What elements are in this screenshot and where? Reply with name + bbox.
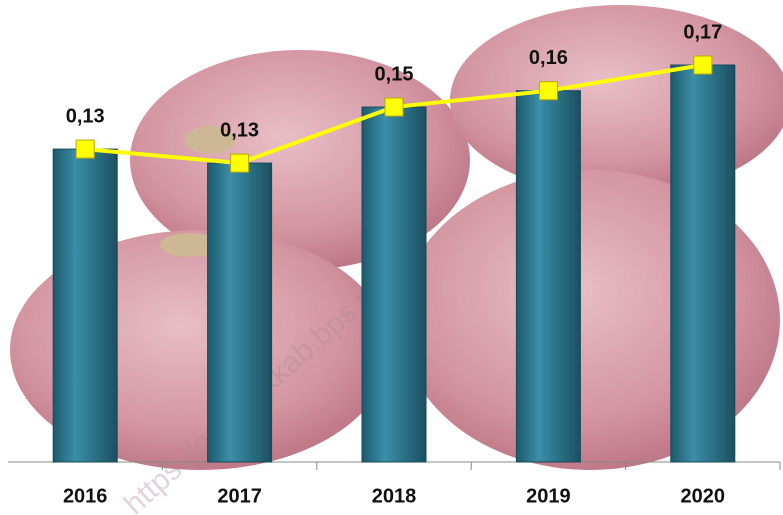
x-tick-label: 2017 [217, 485, 262, 507]
data-label: 0,13 [66, 105, 105, 127]
line-marker [538, 81, 558, 101]
data-label: 0,16 [529, 47, 568, 69]
bar [52, 148, 118, 463]
line-marker [384, 97, 404, 117]
data-label: 0,13 [220, 119, 259, 141]
bar [515, 90, 581, 463]
line-marker [75, 139, 95, 159]
x-tick-label: 2018 [372, 485, 417, 507]
bar [361, 106, 427, 463]
x-tick-label: 2020 [681, 485, 726, 507]
data-label: 0,15 [375, 63, 414, 85]
line-marker [230, 153, 250, 173]
bar [670, 64, 736, 463]
x-tick-label: 2016 [63, 485, 108, 507]
data-label: 0,17 [683, 21, 722, 43]
x-tick-label: 2019 [526, 485, 571, 507]
bar [207, 162, 273, 463]
line-marker [693, 55, 713, 75]
